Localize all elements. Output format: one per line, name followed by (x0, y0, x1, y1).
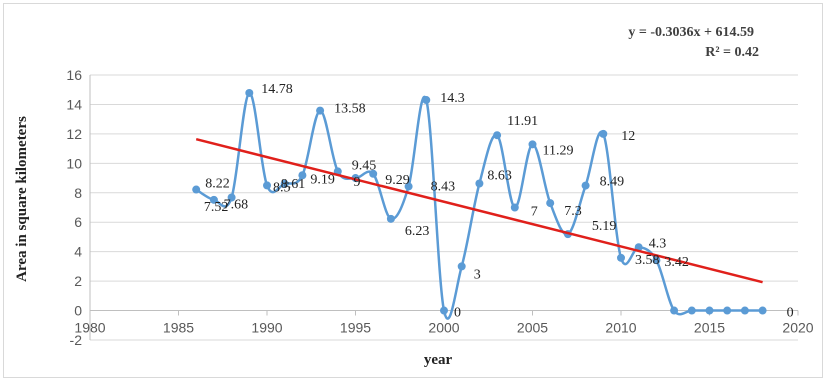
data-label: 7.68 (224, 197, 249, 212)
data-label: 8.22 (205, 177, 230, 192)
data-label: 0 (454, 306, 461, 321)
data-point (209, 195, 218, 204)
data-point (475, 179, 484, 188)
trend-equation: y = -0.3036x + 614.59 (628, 25, 754, 40)
series-line (195, 91, 763, 320)
r-squared: R² = 0.42 (705, 45, 759, 60)
data-label: 3 (474, 267, 481, 282)
x-tick-label: 2015 (694, 320, 725, 336)
y-tick-label: 16 (66, 67, 82, 83)
data-point (404, 182, 413, 191)
data-label: 7.3 (564, 204, 582, 219)
data-label: 3.42 (664, 255, 689, 270)
data-point (192, 185, 201, 194)
data-point (440, 306, 448, 315)
data-label: 9.19 (310, 172, 335, 187)
trendline-group (195, 137, 763, 284)
data-labels: 8.22 7.527.68 14.78 8.58.61 9.19 13.58 9.45 9 9.… (204, 82, 794, 321)
y-tick-label: 6 (74, 214, 82, 230)
data-point (422, 96, 431, 105)
data-point (298, 171, 307, 180)
data-point (705, 306, 714, 315)
data-label: 8.63 (487, 169, 512, 184)
data-label: 8.5 (273, 180, 291, 195)
data-label: 5.19 (592, 219, 617, 234)
y-tick-labels: -2 0 2 4 6 8 10 12 14 16 (66, 67, 82, 348)
data-label: 3.58 (635, 253, 660, 268)
data-label: 8.49 (600, 175, 625, 190)
data-label: 11.91 (507, 114, 538, 129)
y-tick-label: 8 (74, 185, 82, 201)
x-tick-label: 1995 (340, 320, 371, 336)
data-point (493, 131, 502, 140)
x-tick-label: 1985 (163, 320, 194, 336)
data-point (581, 181, 590, 190)
data-label: 14.3 (440, 91, 465, 106)
data-label: 8.61 (281, 177, 306, 192)
data-label: 9.29 (385, 173, 410, 188)
y-tick-label: 14 (66, 96, 82, 112)
x-tick-label: 1980 (74, 320, 105, 336)
y-tick-label: 0 (74, 303, 82, 319)
y-tick-label: 12 (66, 126, 82, 142)
x-tick-label: 2010 (605, 320, 636, 336)
data-label: 7 (531, 205, 538, 220)
y-axis-title: Area in square kilometers (14, 116, 30, 282)
data-label: 13.58 (334, 102, 366, 117)
grid-lines (90, 74, 798, 341)
data-label: 9 (354, 175, 361, 190)
x-tick-labels: 1980 1985 1990 1995 2000 2005 2010 2015 2020 (74, 320, 813, 336)
data-point (263, 181, 271, 190)
series-group (192, 88, 767, 320)
chart-svg: -2 0 2 4 6 8 10 12 14 16 1980 1985 1990 1995 2000 2005… (14, 25, 814, 368)
data-label: 9.45 (352, 158, 377, 173)
data-point (245, 88, 254, 97)
x-tick-label: 2020 (782, 320, 813, 336)
data-label: 12 (621, 129, 635, 144)
x-axis-title: year (424, 352, 453, 368)
data-point (723, 306, 732, 315)
y-tick-label: -2 (70, 332, 83, 348)
data-point (652, 256, 661, 265)
data-point (758, 306, 767, 315)
data-point (457, 262, 466, 271)
data-point (670, 306, 679, 315)
data-point (617, 253, 625, 262)
data-point (369, 169, 378, 178)
data-label: 6.23 (405, 224, 430, 239)
trendline (195, 137, 763, 284)
y-tick-label: 10 (66, 155, 82, 171)
data-label: 4.3 (649, 236, 667, 251)
data-label: 11.29 (543, 143, 574, 158)
data-point (316, 106, 325, 115)
data-point (386, 214, 395, 223)
y-tick-label: 2 (74, 273, 82, 289)
data-point (687, 306, 696, 315)
data-label: 14.78 (261, 82, 293, 97)
data-label: 0 (787, 306, 794, 321)
data-point (528, 140, 537, 149)
axes (89, 75, 799, 340)
data-label: 8.43 (431, 179, 456, 194)
x-tick-label: 1990 (251, 320, 282, 336)
x-tick-label: 2000 (428, 320, 459, 336)
data-label: 7.52 (204, 200, 229, 215)
y-tick-label: 4 (74, 244, 82, 260)
data-point (546, 199, 555, 208)
data-point (599, 129, 608, 138)
data-point (510, 203, 519, 212)
chart-area: -2 0 2 4 6 8 10 12 14 16 1980 1985 1990 1995 2000 2005… (3, 3, 823, 378)
data-point (280, 179, 289, 188)
data-point (740, 306, 749, 315)
x-tick-label: 2005 (517, 320, 548, 336)
data-point (227, 193, 236, 202)
